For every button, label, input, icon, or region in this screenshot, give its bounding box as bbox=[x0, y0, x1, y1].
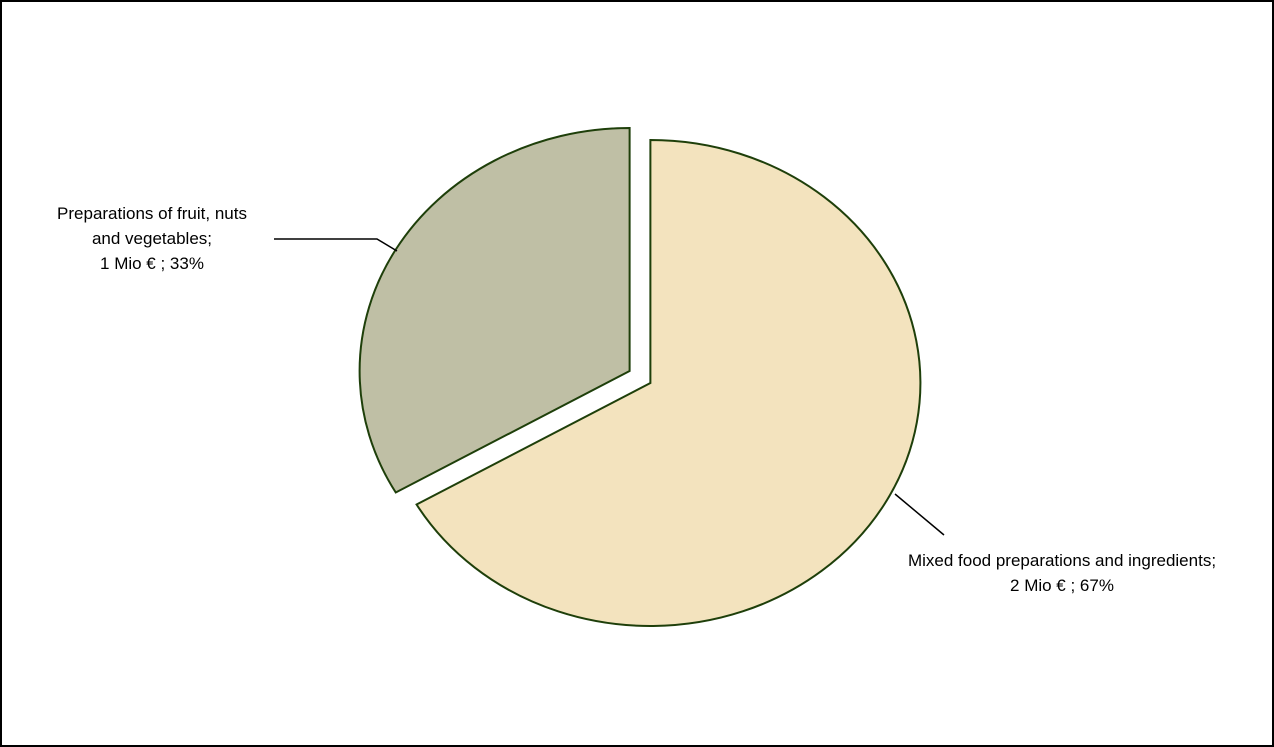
data-label-line: Mixed food preparations and ingredients; bbox=[907, 551, 1217, 570]
data-label-fruit-nuts-vegetables: Preparations of fruit, nuts and vegetabl… bbox=[22, 201, 282, 276]
leader-line-fruit-nuts-vegetables bbox=[274, 238, 398, 252]
pie-slice-mixed-food[interactable] bbox=[415, 138, 922, 627]
data-label-mixed-food: Mixed food preparations and ingredients;… bbox=[857, 548, 1267, 598]
leader-line-mixed-food bbox=[894, 493, 945, 536]
data-label-line: 2 Mio € ; 67% bbox=[1010, 576, 1114, 595]
data-label-line: 1 Mio € ; 33% bbox=[100, 254, 204, 273]
data-label-line: and vegetables; bbox=[91, 229, 213, 248]
data-label-line: Preparations of fruit, nuts bbox=[57, 204, 247, 223]
